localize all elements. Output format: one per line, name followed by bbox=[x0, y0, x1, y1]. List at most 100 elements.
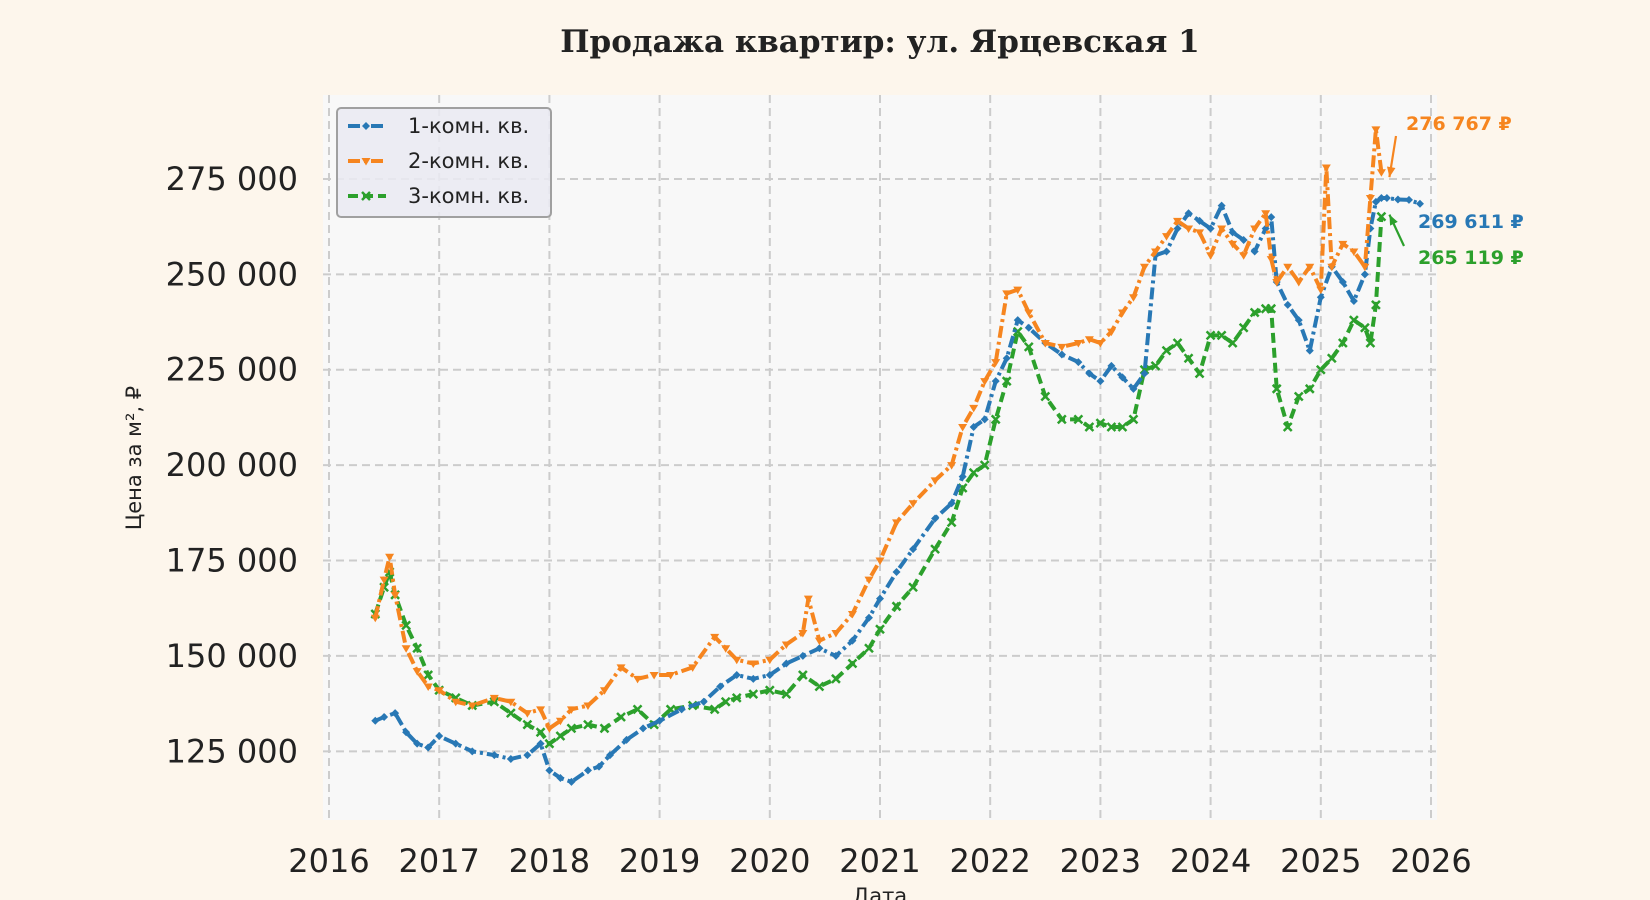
data-point bbox=[909, 545, 918, 554]
data-point bbox=[748, 660, 758, 669]
data-point bbox=[831, 630, 841, 638]
data-point bbox=[1084, 422, 1095, 432]
data-point bbox=[875, 624, 885, 635]
data-point bbox=[566, 706, 576, 714]
data-point bbox=[781, 641, 791, 649]
data-point bbox=[1194, 368, 1205, 379]
x-tick-label: 2023 bbox=[1060, 842, 1141, 880]
annotation: 276 767 ₽ bbox=[1387, 113, 1512, 178]
data-point bbox=[831, 651, 840, 660]
data-point bbox=[1057, 343, 1067, 352]
series-line bbox=[374, 196, 1421, 784]
data-point bbox=[1338, 277, 1347, 286]
data-point bbox=[931, 514, 940, 523]
data-point bbox=[506, 754, 515, 763]
legend-box bbox=[336, 107, 552, 218]
data-point bbox=[1267, 213, 1276, 222]
tick-labels: 2016 2017 2018 2019 2020 2021 2022 2023 2024 2025… bbox=[166, 160, 1472, 880]
data-point bbox=[1107, 361, 1116, 370]
data-point bbox=[908, 500, 918, 508]
data-point bbox=[1228, 240, 1238, 249]
series-2 bbox=[370, 126, 1386, 733]
data-point bbox=[1305, 346, 1314, 355]
data-point bbox=[1305, 263, 1315, 272]
data-point bbox=[1371, 299, 1381, 310]
data-point bbox=[505, 708, 516, 719]
data-point bbox=[1382, 194, 1391, 203]
data-point bbox=[1337, 338, 1348, 348]
data-point bbox=[616, 712, 626, 722]
data-point bbox=[1117, 422, 1128, 432]
data-point bbox=[1084, 336, 1094, 344]
data-point bbox=[1195, 229, 1205, 237]
data-point bbox=[1377, 194, 1386, 203]
data-point bbox=[1266, 303, 1277, 314]
legend-item: 3-комн. кв. bbox=[348, 184, 529, 208]
data-point bbox=[412, 643, 423, 654]
x-tick-label: 2022 bbox=[949, 842, 1030, 880]
data-point bbox=[1162, 247, 1171, 256]
data-point bbox=[1348, 315, 1359, 326]
data-point bbox=[716, 682, 725, 691]
data-point bbox=[556, 774, 565, 783]
y-axis-label: Цена за м², ₽ bbox=[122, 386, 146, 530]
data-point bbox=[1217, 225, 1227, 234]
data-point bbox=[1085, 369, 1094, 378]
data-point bbox=[991, 377, 1000, 386]
data-point bbox=[831, 673, 841, 684]
data-point bbox=[847, 610, 857, 619]
data-point bbox=[1206, 224, 1215, 233]
data-point bbox=[1239, 236, 1248, 244]
data-point bbox=[379, 576, 389, 585]
data-point bbox=[979, 460, 990, 471]
data-point bbox=[797, 670, 808, 680]
data-point bbox=[390, 591, 400, 600]
y-tick-label: 250 000 bbox=[166, 255, 298, 293]
data-point bbox=[765, 671, 774, 679]
data-point bbox=[892, 567, 901, 576]
x-tick-label: 2017 bbox=[398, 842, 479, 880]
data-point bbox=[371, 716, 380, 725]
data-point bbox=[1095, 418, 1106, 429]
data-point bbox=[1250, 247, 1259, 256]
data-point bbox=[891, 601, 902, 612]
data-point bbox=[633, 675, 643, 684]
data-point bbox=[490, 751, 499, 760]
data-point bbox=[1294, 278, 1304, 287]
data-point bbox=[1283, 263, 1293, 272]
data-point bbox=[1321, 164, 1331, 172]
data-point bbox=[1106, 328, 1116, 337]
data-point bbox=[1294, 316, 1303, 325]
series-line bbox=[373, 127, 1384, 731]
data-point bbox=[599, 723, 610, 734]
data-point bbox=[749, 674, 758, 683]
data-point bbox=[1095, 340, 1105, 348]
data-point bbox=[1360, 263, 1370, 272]
data-point bbox=[1376, 169, 1386, 177]
data-point bbox=[731, 693, 742, 703]
data-point bbox=[583, 719, 593, 730]
data-point bbox=[864, 643, 874, 654]
x-tick-label: 2021 bbox=[839, 842, 920, 880]
data-point bbox=[1001, 376, 1012, 387]
data-point bbox=[1228, 228, 1237, 237]
data-point bbox=[370, 614, 380, 623]
data-point bbox=[412, 668, 422, 676]
data-point bbox=[876, 594, 884, 603]
data-point bbox=[1250, 225, 1260, 234]
data-point bbox=[781, 689, 792, 699]
y-tick-label: 275 000 bbox=[166, 160, 298, 198]
data-point bbox=[947, 462, 957, 470]
legend-marker bbox=[362, 122, 370, 130]
data-point bbox=[1013, 286, 1023, 295]
data-point bbox=[1012, 326, 1023, 337]
annotations: 276 767 ₽ 269 611 ₽ 265 119 ₽ bbox=[1387, 113, 1524, 269]
data-point bbox=[875, 557, 885, 566]
chart-title: Продажа квартир: ул. Ярцевская 1 bbox=[560, 24, 1199, 60]
data-point bbox=[423, 670, 434, 680]
data-point bbox=[1304, 383, 1315, 394]
data-point bbox=[908, 582, 918, 593]
data-point bbox=[649, 672, 659, 680]
data-point bbox=[968, 467, 979, 478]
data-point bbox=[1206, 252, 1216, 260]
